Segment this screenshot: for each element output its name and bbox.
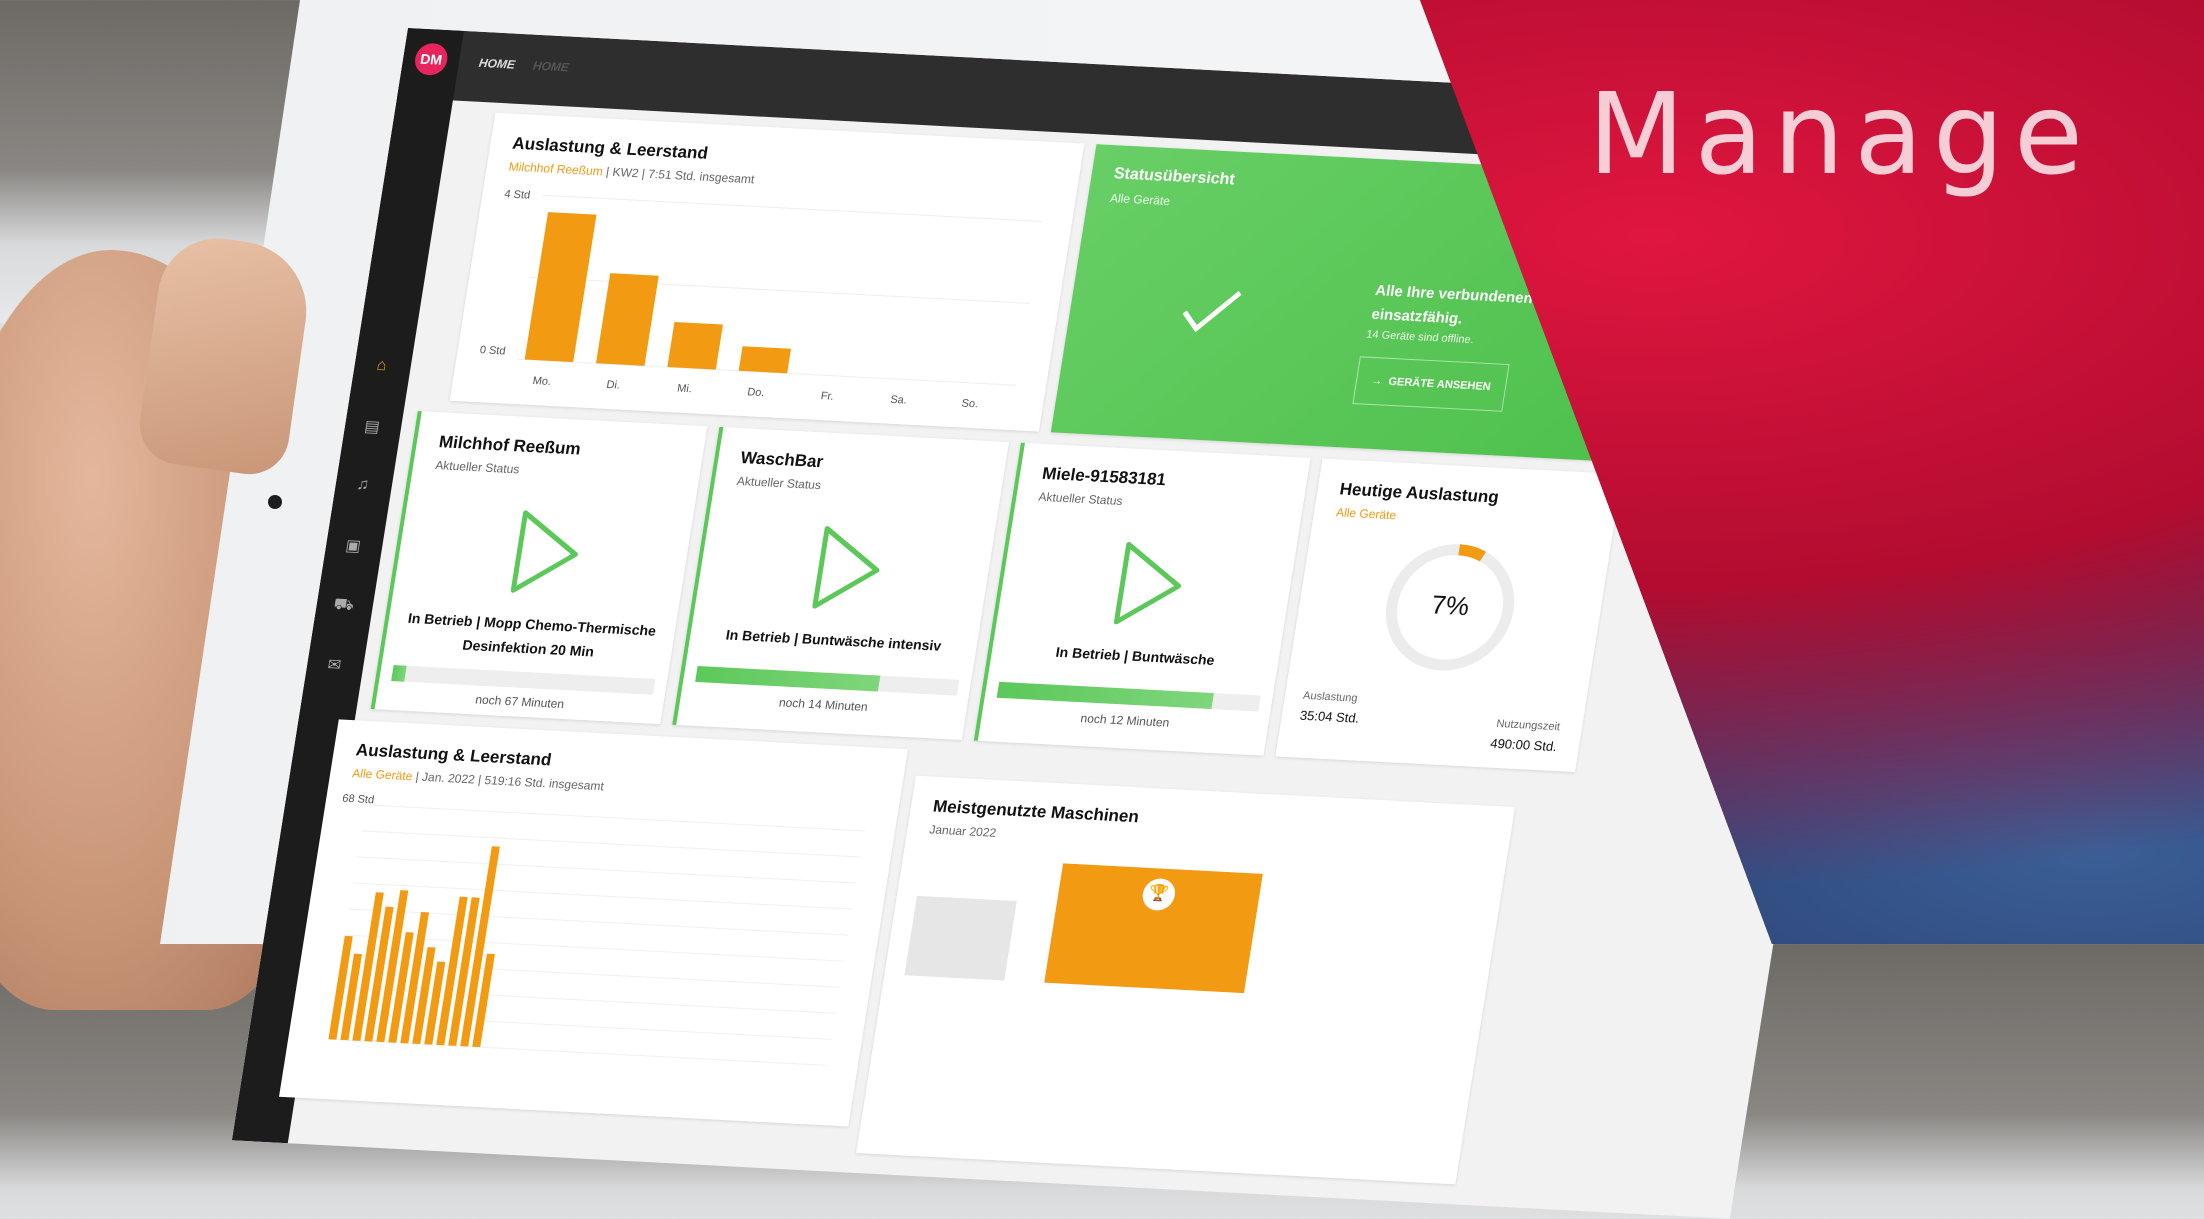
view-devices-button[interactable]: → GERÄTE ANSEHEN <box>1352 356 1510 412</box>
logo[interactable]: DM <box>412 42 450 76</box>
cart-icon[interactable]: ⛟ <box>332 595 356 614</box>
device-name: WaschBar <box>739 448 825 472</box>
runner-up-block <box>904 895 1017 981</box>
bar <box>667 321 723 370</box>
card-title: Auslastung & Leerstand <box>511 133 710 163</box>
remaining-time: noch 14 Minuten <box>778 695 869 714</box>
x-tick-label: Di. <box>606 379 621 392</box>
device-name: Miele-91583181 <box>1040 463 1168 490</box>
bar <box>524 212 597 363</box>
progress-bar <box>996 681 1261 712</box>
gridline <box>348 908 849 936</box>
device-name: Milchhof Reeßum <box>437 432 583 459</box>
device-status: In Betrieb | Buntwäsche <box>1054 643 1216 669</box>
gridline <box>357 856 857 884</box>
usage-value: 35:04 Std. <box>1298 707 1361 726</box>
winner-block: 🏆 <box>1044 863 1263 994</box>
device-status: In Betrieb | Buntwäsche intensiv <box>724 626 943 654</box>
status-overview-card: Statusübersicht Alle Geräte Alle Ihre ve… <box>1050 144 1736 466</box>
usage-label: Auslastung <box>1302 689 1359 705</box>
usage-gauge <box>1385 544 1515 671</box>
document-icon[interactable]: ▤ <box>363 418 381 436</box>
gridline <box>529 276 1030 304</box>
bar <box>738 346 792 374</box>
device-status-label: Aktueller Status <box>434 458 521 477</box>
card-title: Statusübersicht <box>1112 165 1237 189</box>
weekly-bar-chart: 4 Std 0 Std Mo. Di. Mi. Do. Fr. Sa. So. <box>479 188 1043 411</box>
x-tick-label: Mo. <box>532 375 552 388</box>
gauge-fill <box>1385 544 1515 671</box>
mail-icon[interactable]: ✉ <box>326 656 343 675</box>
camera-icon <box>268 495 282 509</box>
device-status: In Betrieb | Mopp Chemo-Thermische Desin… <box>406 609 658 660</box>
card-subtitle: Milchhof Reeßum | KW2 | 7:51 Std. insges… <box>507 159 756 187</box>
remaining-time: noch 12 Minuten <box>1079 711 1171 730</box>
device-status-label: Aktueller Status <box>1037 489 1124 508</box>
card-subtitle: Alle Geräte <box>1108 191 1172 209</box>
card-title: Auslastung & Leerstand <box>354 740 553 770</box>
monthly-bar-chart: 68 Std <box>328 793 865 1066</box>
home-icon[interactable]: ⌂ <box>375 356 388 375</box>
card-subtitle: Alle Geräte <box>1335 505 1398 523</box>
x-tick-label: Do. <box>746 386 765 399</box>
x-tick-label: Mi. <box>676 383 693 396</box>
card-title: Meistgenutzte Maschinen <box>931 796 1141 827</box>
gridline <box>365 804 865 832</box>
y-tick-label: 4 Std <box>504 188 532 201</box>
bell-icon[interactable]: ♫ <box>355 476 371 494</box>
gridline <box>361 830 861 858</box>
device-card[interactable]: Miele-91583181 Aktueller Status In Betri… <box>973 442 1311 756</box>
x-tick-label: Fr. <box>820 390 835 403</box>
most-used-card: Meistgenutzte Maschinen Januar 2022 🏆 <box>856 775 1516 1185</box>
weekly-usage-card: Auslastung & Leerstand Milchhof Reeßum |… <box>449 112 1085 432</box>
nav-home[interactable]: HOME <box>477 55 517 72</box>
usage-time-label: Nutzungszeit <box>1495 717 1561 734</box>
card-subtitle: Alle Geräte | Jan. 2022 | 519:16 Std. in… <box>351 766 605 794</box>
usage-time-value: 490:00 Std. <box>1489 735 1559 755</box>
headline: Manage <box>1588 70 2093 200</box>
card-subtitle: Januar 2022 <box>928 822 998 840</box>
y-tick-label: 0 Std <box>479 344 507 357</box>
progress-bar <box>695 666 960 696</box>
gridline <box>353 882 853 910</box>
card-title: Heutige Auslastung <box>1338 479 1501 507</box>
x-tick-label: Sa. <box>889 394 907 407</box>
device-card[interactable]: Milchhof Reeßum Aktueller Status In Betr… <box>370 411 708 725</box>
x-tick-label: So. <box>961 398 979 411</box>
checkmark-icon <box>1182 291 1242 333</box>
briefcase-icon[interactable]: ▣ <box>344 537 362 556</box>
device-status-label: Aktueller Status <box>735 473 823 493</box>
play-icon <box>812 526 880 609</box>
trophy-icon: 🏆 <box>1140 877 1178 912</box>
bar <box>595 273 659 366</box>
y-tick-label: 68 Std <box>341 793 375 807</box>
monthly-usage-card: Auslastung & Leerstand Alle Geräte | Jan… <box>279 719 909 1127</box>
today-usage-card: Heutige Auslastung Alle Geräte 7% Auslas… <box>1275 458 1623 773</box>
gridline <box>542 194 1043 222</box>
nav-home-secondary[interactable]: HOME <box>531 58 570 75</box>
arrow-right-icon: → <box>1370 374 1384 388</box>
play-icon <box>510 510 578 593</box>
play-icon <box>1113 541 1182 625</box>
device-card[interactable]: WaschBar Aktueller Status In Betrieb | B… <box>672 426 1010 740</box>
